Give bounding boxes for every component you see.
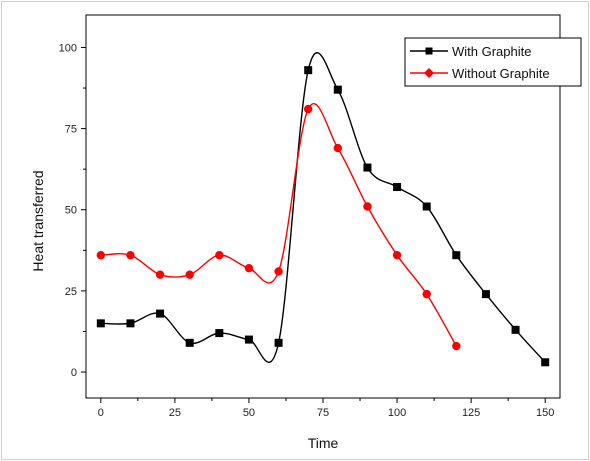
data-point-with-graphite bbox=[156, 309, 165, 318]
y-tick-label: 100 bbox=[59, 42, 77, 54]
data-point-with-graphite bbox=[511, 325, 520, 334]
data-point-without-graphite bbox=[333, 143, 343, 153]
x-axis: 0 25 50 75 100 125 150 bbox=[98, 398, 554, 419]
series-line-without-graphite bbox=[100, 103, 457, 347]
x-tick-label: 100 bbox=[388, 407, 406, 419]
legend-label-with-graphite: With Graphite bbox=[452, 44, 531, 59]
data-point-without-graphite bbox=[452, 341, 461, 351]
y-axis-title: Heat transferred bbox=[30, 170, 46, 271]
legend-marker-with-graphite bbox=[425, 47, 433, 55]
data-point-with-graphite bbox=[422, 202, 431, 211]
data-point-with-graphite bbox=[333, 85, 342, 94]
data-point-with-graphite bbox=[393, 183, 402, 192]
x-axis-title: Time bbox=[308, 435, 339, 451]
data-point-with-graphite bbox=[304, 66, 313, 75]
data-point-without-graphite bbox=[155, 270, 165, 279]
data-point-without-graphite bbox=[185, 270, 194, 279]
data-point-with-graphite bbox=[452, 251, 461, 260]
x-tick-label: 125 bbox=[462, 407, 480, 419]
x-tick-label: 150 bbox=[536, 407, 554, 419]
data-point-with-graphite bbox=[244, 335, 253, 344]
data-point-with-graphite bbox=[274, 338, 283, 347]
data-point-with-graphite bbox=[215, 329, 224, 338]
data-point-with-graphite bbox=[363, 163, 372, 172]
data-point-without-graphite bbox=[303, 104, 313, 114]
x-tick-label: 25 bbox=[169, 407, 181, 419]
legend-border bbox=[404, 37, 582, 87]
data-point-without-graphite bbox=[215, 250, 224, 260]
y-tick-label: 25 bbox=[65, 286, 77, 298]
series-layer bbox=[96, 52, 550, 367]
legend-marker-without-graphite bbox=[424, 68, 434, 78]
series-line-with-graphite bbox=[100, 52, 546, 363]
y-tick-label: 50 bbox=[65, 205, 77, 217]
data-point-without-graphite bbox=[363, 202, 372, 211]
x-tick-label: 50 bbox=[243, 407, 255, 419]
y-tick-label: 75 bbox=[65, 124, 77, 136]
data-point-without-graphite bbox=[244, 263, 254, 273]
data-point-with-graphite bbox=[126, 319, 135, 328]
legend-label-without-graphite: Without Graphite bbox=[452, 66, 550, 81]
data-point-with-graphite bbox=[481, 290, 490, 299]
data-point-with-graphite bbox=[96, 319, 105, 328]
data-point-without-graphite bbox=[274, 267, 283, 276]
x-tick-label: 75 bbox=[317, 407, 329, 419]
data-point-with-graphite bbox=[541, 358, 550, 367]
y-tick-label: 0 bbox=[71, 367, 77, 379]
data-point-without-graphite bbox=[126, 250, 135, 260]
data-point-without-graphite bbox=[96, 250, 106, 260]
data-point-without-graphite bbox=[392, 250, 402, 260]
data-point-with-graphite bbox=[185, 338, 194, 347]
x-tick-label: 0 bbox=[98, 407, 104, 419]
y-axis: 0 25 50 75 100 bbox=[59, 42, 86, 379]
legend: With Graphite Without Graphite bbox=[404, 37, 582, 87]
data-point-without-graphite bbox=[422, 289, 431, 299]
